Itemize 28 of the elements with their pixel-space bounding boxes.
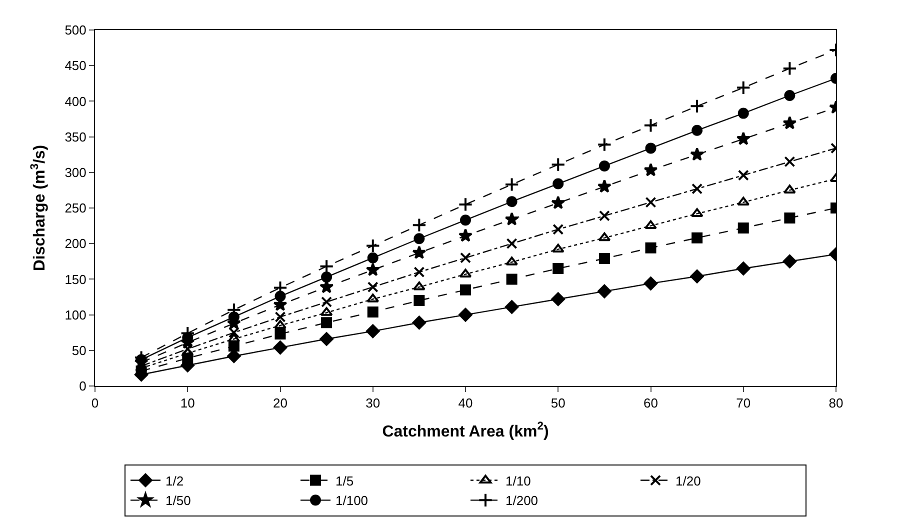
- x-tick-label: 80: [828, 396, 844, 411]
- x-tick-label: 40: [458, 396, 473, 411]
- y-tick-label: 450: [64, 58, 86, 74]
- legend-label: 1/100: [336, 493, 368, 508]
- x-tick-label: 30: [366, 396, 380, 411]
- x-tick-label: 60: [644, 396, 658, 411]
- legend-label: 1/20: [676, 473, 701, 488]
- x-tick-label: 70: [736, 396, 751, 411]
- y-tick-label: 500: [64, 22, 86, 38]
- y-tick-label: 350: [64, 129, 86, 144]
- y-tick-label: 100: [64, 307, 86, 322]
- y-tick-label: 200: [64, 236, 86, 252]
- x-tick-label: 20: [273, 396, 288, 411]
- x-axis-title: Catchment Area (km$^{2}$): [382, 420, 549, 440]
- legend-label: 1/10: [506, 473, 531, 488]
- x-tick-label: 50: [550, 396, 566, 411]
- y-tick-label: 300: [64, 164, 86, 180]
- y-tick-label: 50: [72, 342, 86, 358]
- y-tick-label: 400: [64, 94, 86, 109]
- legend-label: 1/50: [166, 493, 191, 508]
- x-tick-label: 0: [91, 396, 99, 411]
- y-tick-label: 250: [64, 200, 86, 216]
- legend-label: 1/200: [506, 493, 538, 508]
- x-tick-label: 10: [180, 396, 195, 411]
- legend-label: 1/5: [336, 473, 354, 488]
- y-tick-label: 0: [79, 378, 86, 394]
- legend-label: 1/2: [166, 473, 184, 488]
- y-tick-label: 150: [64, 272, 86, 287]
